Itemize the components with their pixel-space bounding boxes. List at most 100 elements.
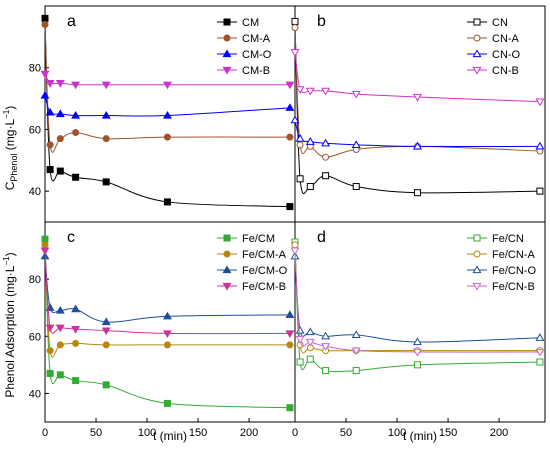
data-point [351,140,361,148]
data-point [102,381,110,389]
data-point [101,317,111,326]
panel-b: b CN CN-A CN-O CN-B [290,5,546,223]
data-point [162,311,172,320]
data-point [72,377,80,385]
legend-label: Fe/CM-O [242,265,288,277]
legend-marker [472,66,482,75]
x-tick-label: 200 [490,427,508,439]
data-point [41,235,49,243]
legend-label: CM-A [242,33,271,45]
legend-label: Fe/CN-A [492,249,535,261]
data-point [102,341,110,349]
data-point [163,399,171,407]
data-point [296,358,304,366]
legend-label: CN-B [492,65,519,77]
panel-c: 40 60 80 0 50 100 150 200 c Fe/CM Fe/CM-A Fe/CM-O Fe… [29,221,296,439]
data-point [285,310,295,318]
series-Fe/CN-B [290,247,545,357]
data-point [55,80,65,88]
data-point [102,178,110,186]
legend-label: Fe/CM-B [242,281,286,293]
series-CM-B [40,70,295,90]
series-line [294,21,540,194]
data-point [163,198,171,206]
data-point [72,173,80,181]
data-point [286,203,294,211]
data-point [40,70,50,79]
legend-label: Fe/CN [492,233,524,245]
x-tick-label: 50 [340,427,352,439]
data-point [71,326,81,334]
x-tick-label: 150 [189,427,207,439]
legend-marker [473,250,481,258]
data-point [291,241,299,249]
data-point [412,141,422,150]
data-point [351,347,361,356]
data-point [321,331,331,340]
x-tick-label: 200 [240,427,258,439]
data-point [286,133,294,141]
x-tick-label: 100 [138,427,156,439]
data-point [46,347,54,355]
data-point [290,247,300,256]
legend-marker [472,282,482,291]
data-point [305,327,315,336]
data-point [352,367,360,375]
data-point [285,330,295,339]
legend-label: CM-B [242,65,270,77]
legend-marker [473,18,481,26]
x-axis-title-left: t (min) [153,429,187,443]
legend-label: CN [492,17,508,29]
series-Fe/CN [291,238,544,375]
legend-label: CN-A [492,33,520,45]
data-point [351,330,361,338]
data-point [295,325,305,334]
data-point [296,141,304,149]
data-point [305,87,315,96]
data-point [322,367,330,375]
data-point [290,49,300,57]
series-CM [41,14,294,211]
data-point [40,247,50,256]
data-point [535,333,545,341]
data-point [163,341,171,349]
x-tick-label: 0 [42,427,48,439]
data-point [102,135,110,143]
panel-letter: d [317,229,326,246]
data-point [322,153,330,161]
data-point [535,141,545,150]
data-point [291,17,299,25]
y-tick-label: 40 [29,388,41,400]
legend-marker [473,234,481,242]
data-point [295,134,305,142]
data-point [72,129,80,137]
data-point [162,330,172,339]
data-point [41,241,49,249]
x-axis-title-right: t (min) [403,429,437,443]
panel-letter: b [317,13,326,30]
series-CM-A [41,21,294,153]
data-point [536,358,544,366]
legend-label: Fe/CM [242,233,275,245]
data-point [286,341,294,349]
data-point [101,327,111,336]
data-point [71,304,81,313]
data-point [46,166,54,174]
x-tick-label: 150 [439,427,457,439]
data-point [56,341,64,349]
data-point [306,183,314,191]
y-tick-label: 60 [29,331,41,343]
series-CM-O [40,90,295,119]
y-tick-label: 80 [29,63,41,75]
data-point [285,103,295,111]
legend-marker [223,250,231,258]
data-point [101,110,111,119]
series-line [44,244,290,358]
legend-label: Fe/CN-B [492,281,535,293]
legend-marker [222,282,232,291]
data-point [45,80,55,88]
data-point [56,135,64,143]
data-point [413,361,421,369]
data-point [321,87,331,96]
